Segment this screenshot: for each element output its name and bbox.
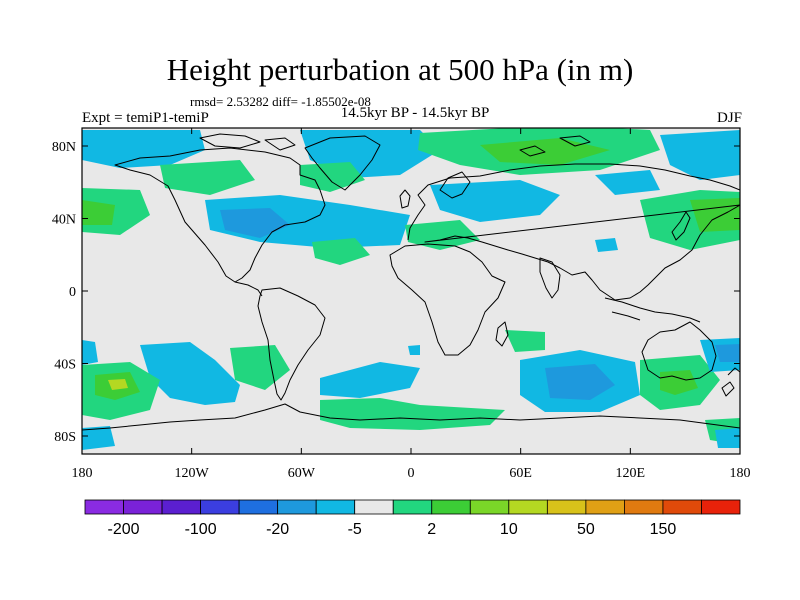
coast-antarctica: [82, 403, 740, 431]
lat-tick-label: 40N: [52, 213, 76, 228]
contour-pos-south-africa: [505, 330, 545, 352]
colorbar-swatch: [123, 499, 163, 515]
coast-greenland: [304, 135, 381, 191]
colorbar-swatch: [546, 499, 587, 515]
coast-africa: [389, 243, 506, 356]
coast-south-america: [257, 287, 326, 401]
colorbar-label: -100: [185, 521, 217, 538]
colorbar-swatch: [431, 499, 471, 515]
contour-neg-asia-north: [595, 170, 660, 195]
coast-japan: [671, 211, 691, 241]
contour-neg-antarctic-east: [715, 428, 740, 448]
coast-arctic-islands: [199, 133, 591, 157]
colorbar-swatch: [662, 499, 702, 515]
lon-tick-label: 0: [408, 466, 415, 481]
colorbar-label: -200: [108, 521, 140, 538]
colorbar-swatch: [84, 499, 124, 515]
experiment-label: Expt = temiP1-temiP: [82, 110, 209, 126]
contour-neg-south-pacific-central: [140, 342, 240, 405]
contour-mid-indian-ocean: [545, 364, 615, 400]
colorbar-swatch: [469, 499, 510, 515]
colorbar-swatch: [392, 499, 433, 515]
stats-line: rmsd= 2.53282 diff= -1.85502e-08: [190, 94, 371, 109]
coast-new-zealand: [721, 367, 740, 397]
colorbar-label: 50: [577, 521, 595, 538]
contour-pos-south-america: [230, 345, 290, 390]
lat-tick-label: 40S: [54, 358, 76, 373]
colorbar-swatch: [238, 499, 279, 515]
contour-field: [82, 128, 740, 454]
coast-australia: [641, 321, 717, 381]
contour-mid-tasman: [715, 344, 740, 362]
coastlines: [82, 133, 740, 431]
contour-neg-arctic-west: [82, 130, 205, 168]
season-label: DJF: [716, 110, 742, 126]
period-label: 14.5kyr BP - 14.5kyr BP: [340, 105, 490, 121]
contour-pos-south-atlantic: [320, 398, 505, 430]
colorbar-swatch: [624, 499, 664, 515]
colorbar-swatch: [585, 499, 625, 515]
colorbar-swatch: [508, 499, 548, 515]
contour-neg-arctic-far-east: [660, 130, 740, 180]
contour-neg-atlantic-small: [408, 345, 420, 355]
colorbar-swatch: [200, 499, 240, 515]
axis-ticks: [81, 128, 741, 454]
contour-pos-europe: [405, 220, 480, 250]
contour-pos-canada: [160, 160, 255, 195]
contour-mid-north-america: [220, 208, 290, 238]
lat-tick-label: 80S: [54, 430, 76, 445]
colorbar-swatch: [161, 499, 201, 515]
colorbar-label: -5: [348, 521, 362, 538]
map-title: Height perturbation at 500 hPa (in m): [166, 52, 634, 87]
coast-central-america: [234, 281, 263, 297]
colorbar-label: -20: [266, 521, 289, 538]
colorbar-swatch: [701, 499, 741, 515]
coast-madagascar: [495, 321, 509, 347]
colorbar-labels: -200 -100 -20 -5 2 10 50 150: [108, 521, 677, 538]
axis-labels: 180 120W 60W 0 60E 120E 180 80N 40N 0 40S 80S: [52, 140, 751, 481]
coast-india: [539, 257, 561, 299]
contour-strong-south-pacific: [108, 379, 128, 390]
contour-pos-atlantic: [312, 238, 370, 265]
lon-tick-label: 60W: [288, 466, 316, 481]
contour-neg-eurasia: [430, 180, 560, 222]
coast-uk: [399, 189, 411, 209]
contour-mid-pacific-west: [82, 200, 115, 225]
lon-tick-label: 180: [730, 466, 751, 481]
lon-tick-label: 120W: [175, 466, 210, 481]
colorbar-swatch: [315, 499, 356, 515]
coast-north-america: [114, 147, 326, 283]
contour-neg-asia-small: [595, 238, 618, 252]
contour-neg-antarctic-west: [82, 426, 115, 450]
lat-tick-label: 80N: [52, 140, 76, 155]
colorbar-label: 150: [650, 521, 677, 538]
contour-neg-south-atlantic: [320, 362, 420, 398]
colorbar-swatch: [354, 499, 394, 515]
coast-indonesia: [604, 297, 701, 323]
lon-tick-label: 120E: [616, 466, 646, 481]
colorbar-label: 10: [500, 521, 518, 538]
lon-tick-label: 180: [72, 466, 93, 481]
coast-europe-asia: [407, 163, 740, 301]
contour-pos-greenland: [300, 162, 365, 192]
contour-neg-south-pacific-west: [82, 340, 98, 365]
colorbar: [84, 499, 741, 515]
colorbar-swatch: [277, 499, 317, 515]
lon-tick-label: 60E: [509, 466, 532, 481]
coast-scandinavia: [439, 171, 471, 199]
colorbar-label: 2: [427, 521, 436, 538]
lat-tick-label: 0: [69, 285, 76, 300]
